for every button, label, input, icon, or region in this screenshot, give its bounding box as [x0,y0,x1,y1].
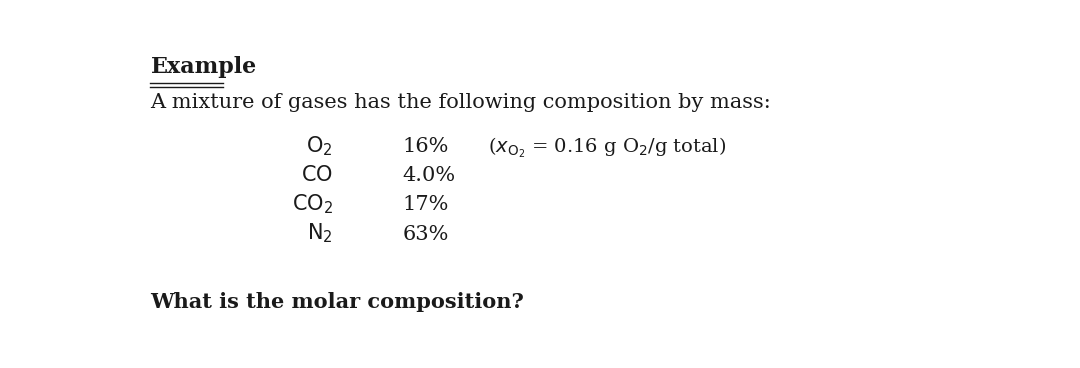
Text: 4.0%: 4.0% [403,166,456,185]
Text: 63%: 63% [403,225,449,244]
Text: $\mathrm{O_2}$: $\mathrm{O_2}$ [306,134,333,158]
Text: $\mathrm{N_2}$: $\mathrm{N_2}$ [307,222,333,245]
Text: Example: Example [150,56,257,78]
Text: A mixture of gases has the following composition by mass:: A mixture of gases has the following com… [150,93,771,112]
Text: 16%: 16% [403,137,449,156]
Text: ($x_{\mathrm{O_2}}$ = 0.16 g O$_2$/g total): ($x_{\mathrm{O_2}}$ = 0.16 g O$_2$/g tot… [488,135,726,160]
Text: $\mathrm{CO_2}$: $\mathrm{CO_2}$ [292,192,333,216]
Text: 17%: 17% [403,195,449,215]
Text: What is the molar composition?: What is the molar composition? [150,292,525,312]
Text: $\mathrm{CO}$: $\mathrm{CO}$ [301,165,333,185]
